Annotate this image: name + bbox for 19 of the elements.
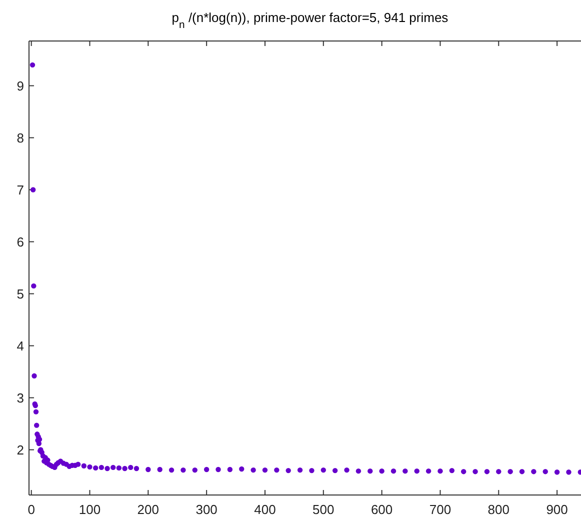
y-tick-label: 5 bbox=[16, 286, 24, 302]
x-tick-label: 600 bbox=[370, 502, 393, 517]
chart-title: p$_{n}$/(n*log(n)), prime-power factor=5, 941 primes bbox=[172, 10, 449, 30]
x-tick-label: 800 bbox=[488, 502, 510, 517]
y-tick-label: 7 bbox=[16, 182, 24, 198]
y-tick-label: 3 bbox=[16, 390, 24, 406]
y-tick-label: 9 bbox=[16, 78, 24, 94]
y-tick-label: 6 bbox=[16, 234, 24, 250]
x-tick-label: 700 bbox=[429, 502, 452, 517]
x-tick-label: 100 bbox=[78, 502, 101, 517]
x-tick-label: 300 bbox=[196, 502, 218, 517]
x-tick-label: 0 bbox=[28, 502, 35, 517]
x-tick-label: 200 bbox=[137, 502, 160, 517]
y-tick-label: 8 bbox=[16, 130, 24, 146]
x-tick-label: 500 bbox=[312, 502, 334, 517]
x-tick-label: 400 bbox=[254, 502, 276, 517]
y-tick-label: 4 bbox=[16, 338, 24, 354]
y-tick-label: 2 bbox=[16, 442, 24, 458]
x-tick-label: 900 bbox=[546, 502, 568, 517]
